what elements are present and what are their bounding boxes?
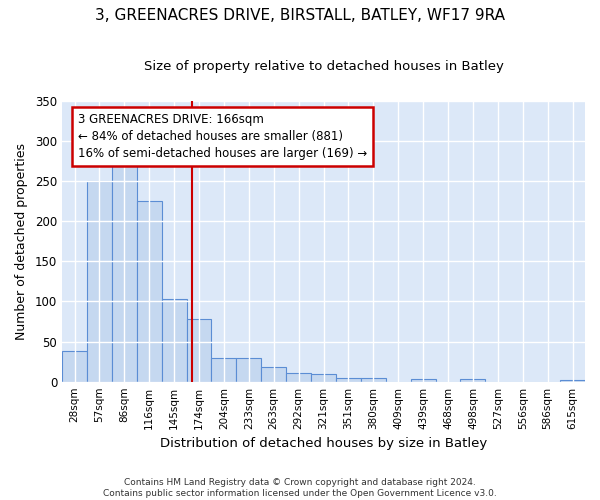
Bar [236, 358, 261, 382]
Bar [311, 374, 336, 382]
Bar [87, 181, 112, 382]
Y-axis label: Number of detached properties: Number of detached properties [15, 142, 28, 340]
Bar [560, 380, 585, 382]
Text: 3 GREENACRES DRIVE: 166sqm
← 84% of detached houses are smaller (881)
16% of sem: 3 GREENACRES DRIVE: 166sqm ← 84% of deta… [78, 113, 367, 160]
Bar [62, 351, 87, 382]
Bar [361, 378, 386, 382]
Text: Contains HM Land Registry data © Crown copyright and database right 2024.
Contai: Contains HM Land Registry data © Crown c… [103, 478, 497, 498]
X-axis label: Distribution of detached houses by size in Batley: Distribution of detached houses by size … [160, 437, 487, 450]
Bar [286, 373, 311, 382]
Title: Size of property relative to detached houses in Batley: Size of property relative to detached ho… [143, 60, 503, 73]
Bar [211, 358, 236, 382]
Bar [187, 319, 211, 382]
Text: 3, GREENACRES DRIVE, BIRSTALL, BATLEY, WF17 9RA: 3, GREENACRES DRIVE, BIRSTALL, BATLEY, W… [95, 8, 505, 22]
Bar [137, 201, 161, 382]
Bar [410, 380, 436, 382]
Bar [460, 380, 485, 382]
Bar [336, 378, 361, 382]
Bar [261, 367, 286, 382]
Bar [112, 148, 137, 382]
Bar [161, 299, 187, 382]
